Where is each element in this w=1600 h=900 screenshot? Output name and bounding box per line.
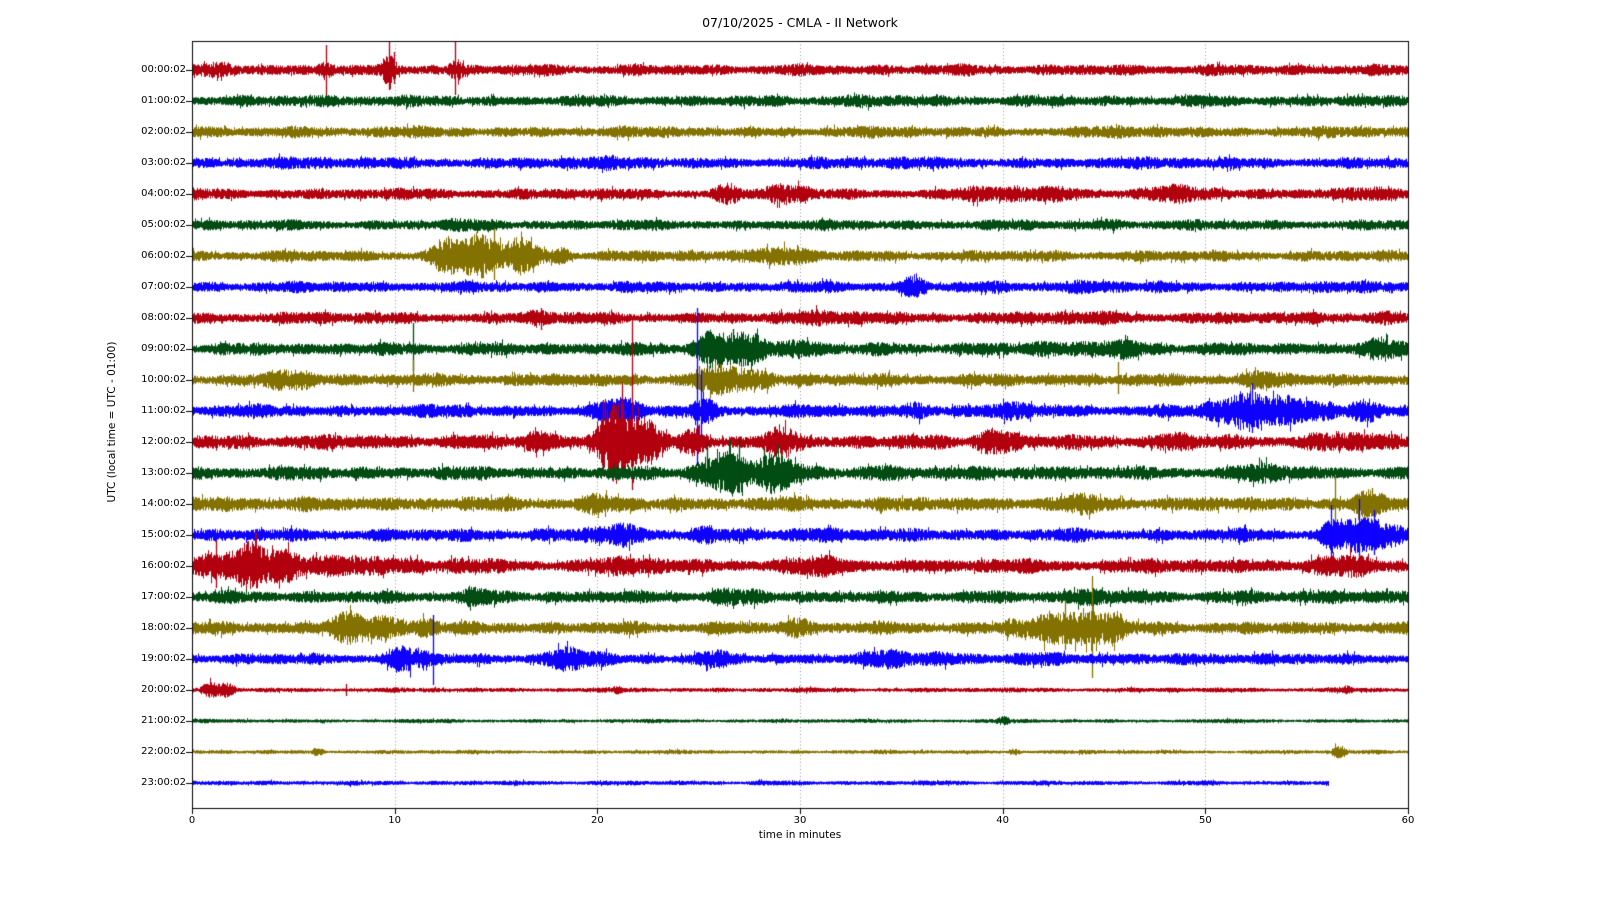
row-label-20: 20:00:02 — [141, 684, 186, 695]
row-label-14: 14:00:02 — [141, 498, 186, 509]
x-tick-label-40: 40 — [996, 815, 1010, 826]
row-label-4: 04:00:02 — [141, 188, 186, 199]
row-label-13: 13:00:02 — [141, 467, 186, 478]
x-tick-label-30: 30 — [793, 815, 807, 826]
row-label-22: 22:00:02 — [141, 746, 186, 757]
x-tick-label-20: 20 — [590, 815, 604, 826]
row-label-15: 15:00:02 — [141, 529, 186, 540]
row-label-18: 18:00:02 — [141, 622, 186, 633]
row-label-12: 12:00:02 — [141, 436, 186, 447]
row-label-10: 10:00:02 — [141, 374, 186, 385]
row-label-23: 23:00:02 — [141, 777, 186, 788]
row-label-21: 21:00:02 — [141, 715, 186, 726]
row-label-6: 06:00:02 — [141, 250, 186, 261]
row-label-8: 08:00:02 — [141, 312, 186, 323]
row-label-17: 17:00:02 — [141, 591, 186, 602]
row-label-11: 11:00:02 — [141, 405, 186, 416]
row-label-9: 09:00:02 — [141, 343, 186, 354]
row-label-1: 01:00:02 — [141, 95, 186, 106]
x-tick-label-60: 60 — [1401, 815, 1415, 826]
x-tick-label-50: 50 — [1198, 815, 1212, 826]
row-label-0: 00:00:02 — [141, 64, 186, 75]
chart-title: 07/10/2025 - CMLA - II Network — [702, 15, 898, 30]
x-tick-label-0: 0 — [188, 815, 196, 826]
row-label-16: 16:00:02 — [141, 560, 186, 571]
row-label-19: 19:00:02 — [141, 653, 186, 664]
x-axis-label: time in minutes — [758, 829, 842, 841]
row-label-7: 07:00:02 — [141, 281, 186, 292]
row-label-2: 02:00:02 — [141, 126, 186, 137]
x-tick-label-10: 10 — [388, 815, 402, 826]
row-label-3: 03:00:02 — [141, 157, 186, 168]
row-label-5: 05:00:02 — [141, 219, 186, 230]
